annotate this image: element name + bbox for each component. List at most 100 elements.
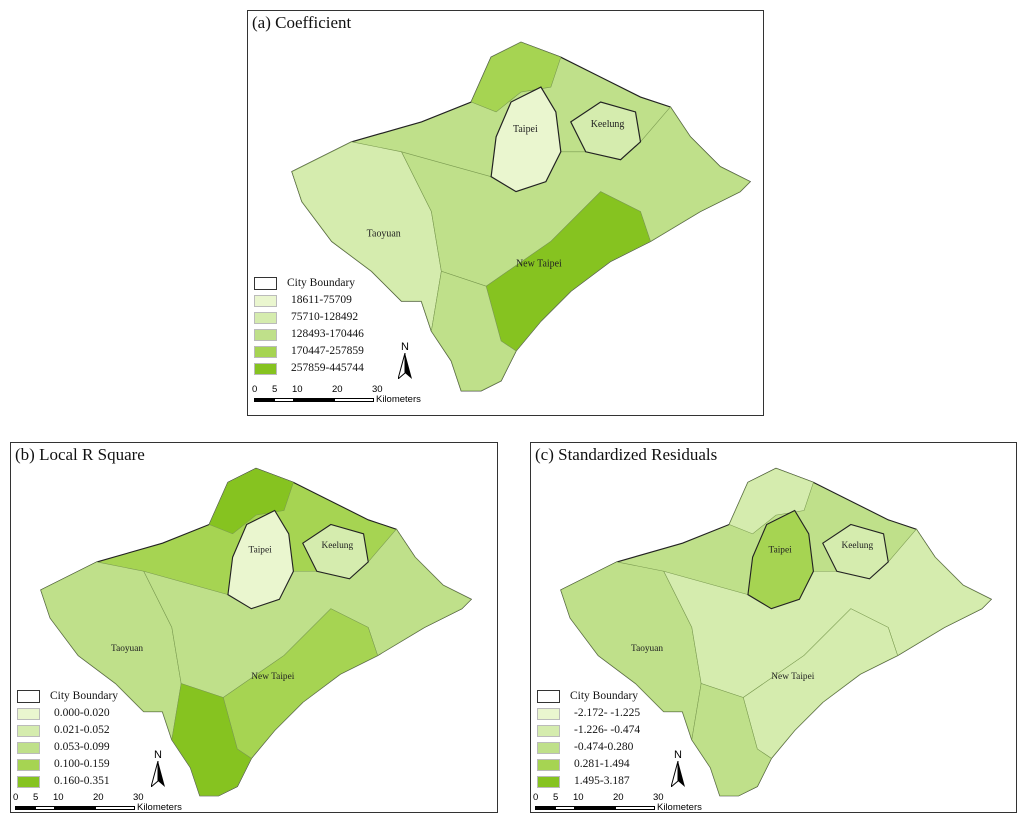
- choropleth-map: Taipei Keelung Taoyuan New Taipei: [291, 41, 752, 392]
- legend-swatch: [254, 328, 277, 341]
- legend-label: 0.000-0.020: [54, 707, 110, 719]
- place-label-keelung: Keelung: [591, 119, 625, 130]
- legend-swatch: [17, 758, 40, 771]
- scale-tick: 20: [332, 384, 343, 395]
- panel-title: (a) Coefficient: [252, 13, 352, 32]
- region-keelung: [822, 523, 889, 580]
- scale-tick: 30: [372, 384, 383, 395]
- scale-tick: 10: [292, 384, 303, 395]
- region-south-tip: [691, 683, 772, 797]
- legend-label: -2.172- -1.225: [574, 707, 641, 719]
- region-north-tip: [208, 468, 294, 535]
- city-boundary-swatch: [537, 690, 560, 703]
- place-label-taipei: Taipei: [513, 124, 538, 135]
- legend-swatch: [537, 724, 560, 737]
- scale-unit: Kilometers: [657, 802, 702, 813]
- north-arrow-icon: N: [395, 341, 415, 382]
- north-label: N: [154, 749, 162, 761]
- region-taoyuan: [560, 561, 702, 740]
- place-label-taoyuan: Taoyuan: [111, 644, 143, 654]
- region-taoyuan: [40, 561, 182, 740]
- legend-label: 257859-445744: [291, 362, 364, 374]
- scale-tick: 10: [573, 792, 584, 803]
- scale-tick: 0: [13, 792, 19, 803]
- scale-tick: 10: [53, 792, 64, 803]
- region-south-tip: [431, 270, 517, 392]
- panel-title: (b) Local R Square: [15, 445, 145, 464]
- panel-coefficient: (a) Coefficient Taipei Keelung Taoyuan New T…: [247, 10, 764, 416]
- scale-tick: 5: [553, 792, 559, 803]
- scale-tick: 5: [33, 792, 39, 803]
- scale-bar: 0 5 10 20 30 Kilometers: [252, 384, 421, 405]
- legend-swatch: [17, 741, 40, 754]
- legend-swatch: [537, 758, 560, 771]
- legend-label: 0.100-0.159: [54, 758, 110, 770]
- panel-standardized-residuals: (c) Standardized Residuals Taipei Keelung T…: [530, 442, 1017, 813]
- legend-swatch: [254, 345, 277, 358]
- region-taipei: [490, 86, 562, 193]
- legend-label: City Boundary: [287, 277, 356, 289]
- legend-label: 18611-75709: [291, 294, 352, 306]
- place-label-keelung: Keelung: [321, 541, 353, 551]
- region-taipei: [227, 509, 294, 610]
- place-label-new-taipei: New Taipei: [516, 258, 562, 269]
- scale-unit: Kilometers: [137, 802, 182, 813]
- choropleth-map: Taipei Keelung Taoyuan New Taipei: [40, 467, 473, 797]
- legend-label: 0.021-0.052: [54, 724, 110, 736]
- legend-label: City Boundary: [50, 690, 119, 702]
- legend: City Boundary -2.172- -1.225 -1.226- -0.47…: [537, 688, 640, 790]
- legend-label: City Boundary: [570, 690, 639, 702]
- city-boundary-swatch: [17, 690, 40, 703]
- legend-swatch: [254, 311, 277, 324]
- legend-label: 0.281-1.494: [574, 758, 630, 770]
- legend-swatch: [254, 362, 277, 375]
- place-label-taoyuan: Taoyuan: [367, 228, 401, 239]
- legend-label: 75710-128492: [291, 311, 359, 323]
- legend-label: 0.053-0.099: [54, 741, 110, 753]
- legend-label: 1.495-3.187: [574, 775, 630, 787]
- legend-label: 0.160-0.351: [54, 775, 110, 787]
- scale-tick: 30: [653, 792, 664, 803]
- scale-bar: 0 5 10 20 30 Kilometers: [13, 792, 182, 813]
- legend-swatch: [254, 294, 277, 307]
- scale-tick: 5: [272, 384, 278, 395]
- north-arrow-icon: N: [668, 749, 688, 790]
- legend-label: -0.474-0.280: [574, 741, 634, 753]
- scale-tick: 0: [533, 792, 539, 803]
- region-south-tip: [171, 683, 252, 797]
- choropleth-map: Taipei Keelung Taoyuan New Taipei: [560, 467, 993, 797]
- region-north-tip: [728, 468, 814, 535]
- region-north-tip: [470, 41, 562, 113]
- legend-swatch: [537, 775, 560, 788]
- scale-unit: Kilometers: [376, 394, 421, 405]
- north-label: N: [674, 749, 682, 761]
- region-taipei: [747, 509, 814, 610]
- scale-tick: 30: [133, 792, 144, 803]
- scale-tick: 20: [613, 792, 624, 803]
- north-arrow-icon: N: [148, 749, 168, 790]
- legend: City Boundary 0.000-0.020 0.021-0.052 0.053…: [17, 688, 118, 790]
- place-label-taipei: Taipei: [769, 546, 793, 556]
- scale-bar: 0 5 10 20 30 Kilometers: [533, 792, 702, 813]
- region-taoyuan: [291, 141, 442, 332]
- legend-swatch: [537, 741, 560, 754]
- panel-title: (c) Standardized Residuals: [535, 445, 718, 464]
- north-label: N: [401, 341, 409, 353]
- legend-label: 128493-170446: [291, 328, 364, 340]
- legend-swatch: [17, 775, 40, 788]
- city-boundary-swatch: [254, 277, 277, 290]
- place-label-new-taipei: New Taipei: [771, 672, 814, 682]
- scale-tick: 20: [93, 792, 104, 803]
- legend-swatch: [17, 724, 40, 737]
- place-label-new-taipei: New Taipei: [251, 672, 294, 682]
- legend-swatch: [17, 707, 40, 720]
- legend-swatch: [537, 707, 560, 720]
- legend-label: -1.226- -0.474: [574, 724, 641, 736]
- region-keelung: [302, 523, 369, 580]
- place-label-taoyuan: Taoyuan: [631, 644, 663, 654]
- legend: City Boundary 18611-75709 75710-128492 1284…: [254, 275, 364, 377]
- panel-local-r-square: (b) Local R Square Taipei Keelung Taoyuan Ne…: [10, 442, 498, 813]
- region-keelung: [570, 101, 642, 161]
- place-label-keelung: Keelung: [841, 541, 873, 551]
- legend-label: 170447-257859: [291, 345, 364, 357]
